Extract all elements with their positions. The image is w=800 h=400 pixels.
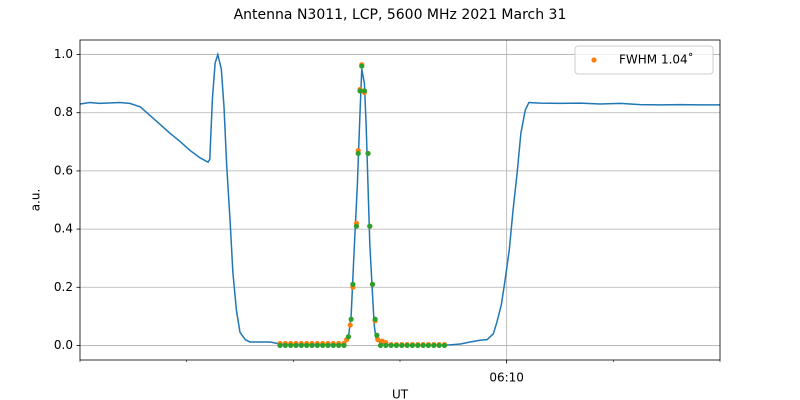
data-point <box>357 88 363 94</box>
y-tick-label: 0.2 <box>54 280 73 294</box>
data-line <box>79 51 720 346</box>
legend-label: FWHM 1.04˚ <box>619 52 694 67</box>
data-point <box>393 342 400 349</box>
data-point <box>304 342 310 349</box>
data-point <box>355 150 361 157</box>
x-tick-label: 06:10 <box>489 371 524 385</box>
data-point <box>374 332 380 338</box>
y-tick-label: 0.0 <box>54 338 73 352</box>
legend-marker <box>591 57 597 63</box>
data-point <box>314 342 320 349</box>
y-tick-label: 0.8 <box>54 105 73 119</box>
data-point <box>365 150 371 157</box>
data-point <box>367 223 373 229</box>
chart-title: Antenna N3011, LCP, 5600 MHz 2021 March … <box>234 7 567 23</box>
data-point <box>298 342 304 349</box>
y-axis-label: a.u. <box>29 189 43 212</box>
data-point <box>277 342 283 349</box>
data-point <box>288 342 294 349</box>
data-point <box>383 342 389 349</box>
data-point <box>399 342 405 349</box>
data-point <box>353 223 360 229</box>
data-point <box>282 342 288 349</box>
data-point <box>350 281 356 287</box>
y-tick-label: 1.0 <box>54 47 73 61</box>
plot-frame <box>79 39 721 361</box>
data-point <box>377 342 384 349</box>
legend-box <box>574 45 714 75</box>
x-axis-label: UT <box>392 388 409 400</box>
data-point <box>361 88 368 94</box>
data-point <box>325 342 331 349</box>
data-point <box>372 316 378 322</box>
y-tick-label: 0.4 <box>54 222 73 236</box>
data-point <box>441 342 448 349</box>
data-point <box>293 342 299 349</box>
data-point <box>375 337 381 343</box>
data-point <box>330 342 336 349</box>
data-point <box>309 342 315 349</box>
data-point <box>436 342 442 349</box>
data-point <box>320 342 326 349</box>
data-point <box>409 342 416 349</box>
data-point <box>404 342 410 349</box>
data-point <box>425 342 432 349</box>
data-point <box>359 63 365 69</box>
data-point <box>345 334 352 340</box>
data-point <box>388 342 394 349</box>
data-point <box>348 316 354 322</box>
data-point <box>431 342 437 349</box>
data-point <box>369 281 376 287</box>
data-point <box>415 342 421 349</box>
data-point <box>341 342 347 349</box>
data-point <box>420 342 426 349</box>
y-tick-label: 0.6 <box>54 163 73 177</box>
data-point <box>347 322 353 328</box>
data-point <box>336 342 342 349</box>
